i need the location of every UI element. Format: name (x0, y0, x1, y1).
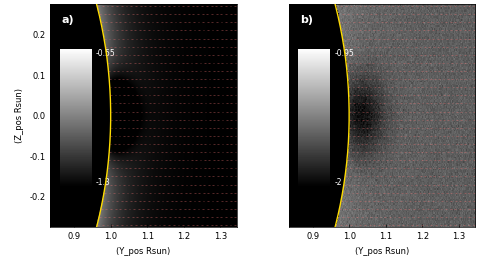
Text: -1.3: -1.3 (96, 178, 111, 187)
Text: -0.95: -0.95 (335, 49, 354, 58)
Text: a): a) (61, 15, 74, 25)
Text: b): b) (300, 15, 313, 25)
X-axis label: (Y_pos Rsun): (Y_pos Rsun) (117, 246, 171, 255)
X-axis label: (Y_pos Rsun): (Y_pos Rsun) (355, 246, 409, 255)
Y-axis label: (Z_pos Rsun): (Z_pos Rsun) (15, 88, 24, 143)
Text: -2: -2 (335, 178, 342, 187)
Text: -0.55: -0.55 (96, 49, 116, 58)
